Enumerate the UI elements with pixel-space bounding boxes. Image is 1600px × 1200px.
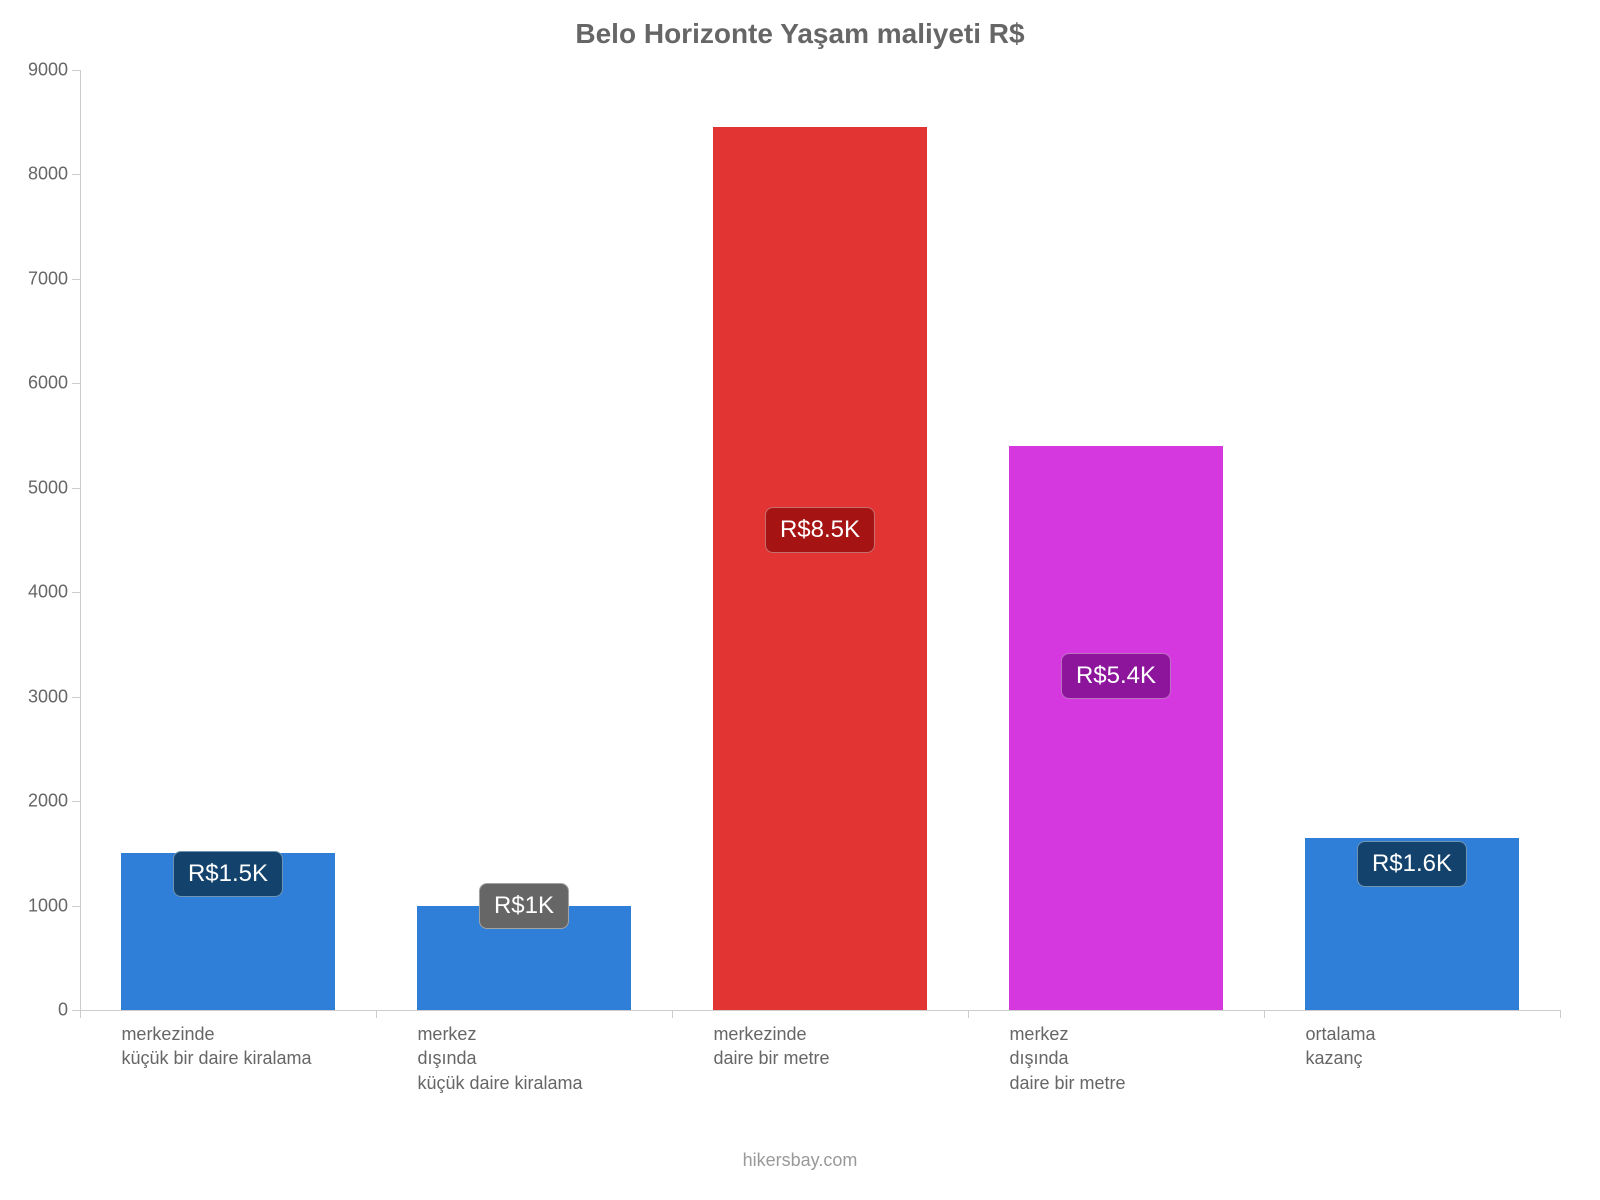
y-tick-label: 2000 [8, 791, 68, 812]
x-tick-label: merkezinde daire bir metre [713, 1022, 829, 1071]
y-tick-label: 5000 [8, 477, 68, 498]
y-tick-label: 6000 [8, 373, 68, 394]
x-tick-mark [1560, 1010, 1561, 1018]
y-tick-label: 0 [8, 1000, 68, 1021]
x-axis-line [80, 1010, 1560, 1011]
y-tick-label: 1000 [8, 895, 68, 916]
x-tick-mark [80, 1010, 81, 1018]
y-tick-mark [72, 1010, 80, 1011]
x-tick-label: merkez dışında daire bir metre [1009, 1022, 1125, 1095]
y-tick-mark [72, 801, 80, 802]
y-tick-label: 4000 [8, 582, 68, 603]
x-tick-mark [968, 1010, 969, 1018]
bar-value-label: R$1.6K [1357, 841, 1467, 887]
bar-value-label: R$1K [479, 883, 569, 929]
x-tick-mark [1264, 1010, 1265, 1018]
chart-container: Belo Horizonte Yaşam maliyeti R$ R$1.5Km… [0, 0, 1600, 1200]
y-tick-mark [72, 906, 80, 907]
y-tick-mark [72, 592, 80, 593]
plot-area: R$1.5Kmerkezinde küçük bir daire kiralam… [80, 70, 1560, 1010]
chart-bar [713, 127, 926, 1010]
y-tick-label: 3000 [8, 686, 68, 707]
y-tick-mark [72, 488, 80, 489]
y-tick-mark [72, 383, 80, 384]
chart-title: Belo Horizonte Yaşam maliyeti R$ [0, 18, 1600, 50]
bar-value-label: R$5.4K [1061, 653, 1171, 699]
x-tick-label: ortalama kazanç [1305, 1022, 1375, 1071]
x-tick-mark [672, 1010, 673, 1018]
bar-value-label: R$1.5K [173, 851, 283, 897]
y-tick-mark [72, 174, 80, 175]
chart-bar [1009, 446, 1222, 1010]
y-tick-mark [72, 70, 80, 71]
chart-footer: hikersbay.com [0, 1150, 1600, 1171]
y-tick-label: 8000 [8, 164, 68, 185]
y-tick-mark [72, 279, 80, 280]
x-tick-label: merkezinde küçük bir daire kiralama [121, 1022, 311, 1071]
y-tick-label: 9000 [8, 60, 68, 81]
y-tick-mark [72, 697, 80, 698]
y-tick-label: 7000 [8, 268, 68, 289]
x-tick-mark [376, 1010, 377, 1018]
x-tick-label: merkez dışında küçük daire kiralama [417, 1022, 582, 1095]
bar-value-label: R$8.5K [765, 507, 875, 553]
y-axis-line [80, 70, 81, 1010]
